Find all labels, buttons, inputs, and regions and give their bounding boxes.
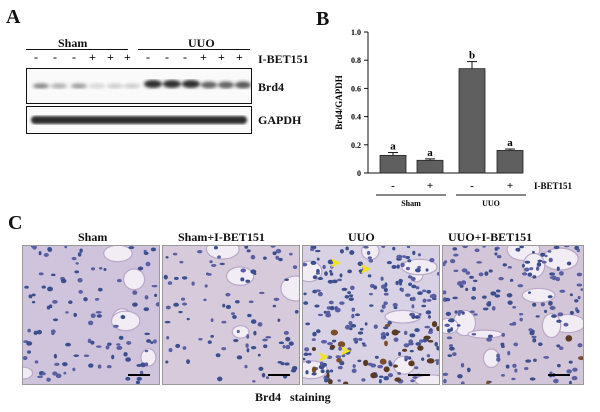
treatment-sign: - (146, 50, 150, 64)
tissue-texture (303, 246, 439, 384)
band-label-gapdh: GAPDH (258, 113, 302, 127)
treatment-sign: - (391, 180, 395, 192)
y-tick-label: 0.8 (351, 56, 361, 65)
scale-bar (268, 374, 290, 376)
micrograph-title-1: Sham (78, 230, 108, 244)
treatment-sign: - (34, 50, 38, 64)
band-label-brd4: Brd4 (258, 80, 285, 94)
y-tick-label: 0 (357, 169, 361, 178)
bar (416, 159, 444, 174)
micrograph-sham (22, 245, 160, 385)
gapdh-blot-bands (31, 116, 247, 124)
y-axis-label: Brd4/GAPDH (334, 75, 344, 130)
y-tick-label: 0.4 (351, 113, 361, 122)
bar (379, 154, 407, 174)
treatment-sign-row: - - - + + + - - - + + + (26, 50, 250, 66)
treatment-sign: + (89, 50, 96, 64)
treatment-label-a: I-BET151 (258, 52, 309, 66)
brd4-blot (26, 68, 252, 104)
micrograph-title-2: Sham+I-BET151 (178, 230, 265, 244)
treatment-sign: - (72, 50, 76, 64)
treatment-sign: + (236, 50, 243, 64)
group-line-sham (26, 49, 128, 50)
scale-bar (128, 374, 150, 376)
treatment-sign: + (427, 180, 433, 192)
treatment-sign: + (124, 50, 131, 64)
group-line-uuo (138, 49, 250, 50)
micrograph-uuo-ibet151 (442, 245, 584, 385)
treatment-sign: + (218, 50, 225, 64)
arrow-marker: ➤ (318, 349, 329, 364)
tissue-texture (443, 246, 583, 384)
treatment-sign: - (470, 180, 474, 192)
brd4-bar-chart: 0 0.2 0.4 0.6 0.8 1.0 Brd4/GAPDH a - a + b - a + I-BET1… (334, 28, 573, 208)
bar (496, 150, 524, 174)
group-label-uuo: UUO (188, 36, 215, 50)
treatment-sign: - (183, 50, 187, 64)
tissue-texture (163, 246, 299, 384)
arrow-marker: ➤ (360, 261, 371, 276)
panel-c-letter: C (8, 212, 23, 234)
treatment-sign: + (200, 50, 207, 64)
y-tick-label: 1.0 (351, 28, 361, 37)
gapdh-blot (26, 106, 252, 134)
tissue-texture (23, 246, 159, 384)
micrograph-sham-ibet151 (162, 245, 300, 385)
brd4-blot-bands (33, 80, 251, 89)
micrograph-uuo (302, 245, 440, 385)
scale-bar (408, 374, 430, 376)
y-tick-label: 0.6 (351, 84, 361, 93)
treatment-sign: - (53, 50, 57, 64)
panel-b-letter: B (316, 8, 330, 30)
micrograph-title-4: UUO+I-BET151 (448, 230, 533, 244)
group-label-sham: Sham (58, 36, 88, 50)
significance-label: a (507, 137, 513, 149)
significance-label: a (427, 147, 433, 159)
arrow-marker: ➤ (330, 255, 341, 270)
scale-bar (548, 374, 570, 376)
treatment-label-b: I-BET151 (534, 181, 573, 191)
significance-label: a (390, 141, 396, 153)
staining-caption: Brd4 staining (255, 390, 331, 404)
treatment-sign: - (165, 50, 169, 64)
treatment-sign: + (507, 180, 513, 192)
arrow-marker: ➤ (340, 343, 351, 358)
significance-label: b (469, 50, 475, 62)
group-label-uuo: UUO (482, 199, 500, 208)
panel-a-letter: A (6, 6, 21, 28)
group-label-sham: Sham (401, 199, 421, 208)
y-tick-label: 0.2 (351, 141, 361, 150)
bar (458, 68, 486, 174)
micrograph-title-3: UUO (348, 230, 375, 244)
treatment-sign: + (107, 50, 114, 64)
